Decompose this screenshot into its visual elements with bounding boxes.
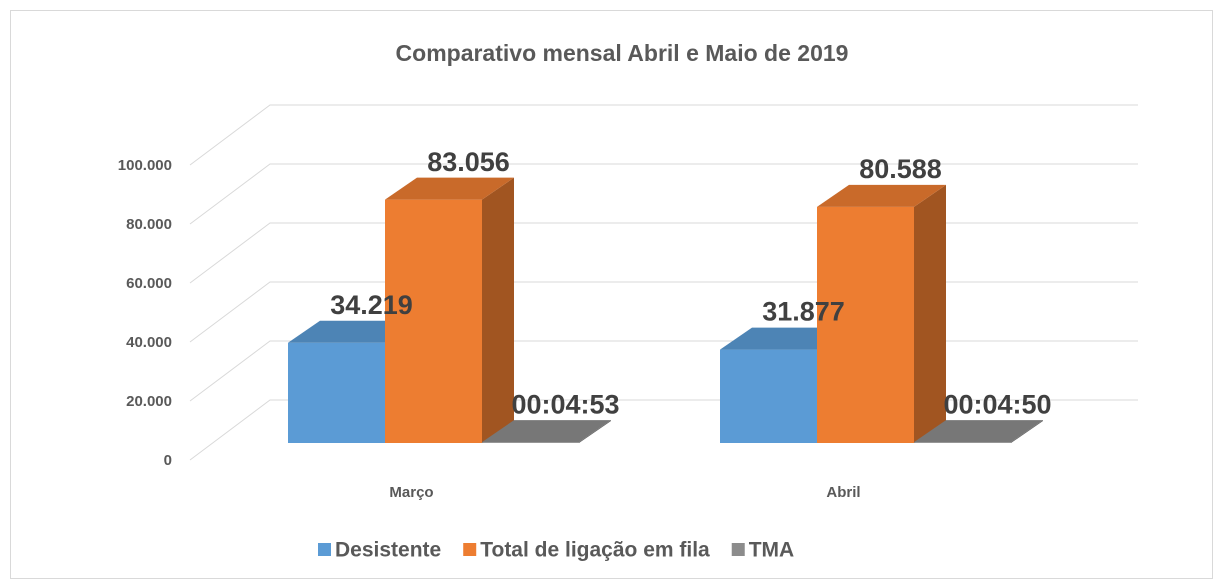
grid-line <box>189 104 1138 166</box>
x-tick-label: Março <box>389 484 433 501</box>
legend-swatch <box>463 543 477 556</box>
legend-swatch <box>731 543 745 556</box>
data-label: 00:04:53 <box>511 389 619 419</box>
bar-top <box>817 184 946 207</box>
bar-side <box>482 177 514 443</box>
bar-top <box>914 420 1043 443</box>
bar-front <box>720 349 817 443</box>
bar-side <box>1011 420 1043 443</box>
grid-line <box>189 163 1138 225</box>
legend-label: TMA <box>749 539 795 562</box>
x-tick-label: Abril <box>826 484 860 501</box>
bar-top <box>482 420 611 443</box>
data-label: 00:04:50 <box>943 389 1051 419</box>
bar-front <box>817 206 914 443</box>
bar-front <box>914 442 1011 443</box>
bar-front <box>385 199 482 443</box>
y-tick-label: 60.000 <box>126 275 172 292</box>
bar-top <box>385 177 514 200</box>
chart-title: Comparativo mensal Abril e Maio de 2019 <box>396 40 849 66</box>
y-tick-label: 80.000 <box>126 216 172 233</box>
bar-side <box>579 420 611 443</box>
bar-side <box>914 184 946 443</box>
bar-top <box>720 327 849 350</box>
y-tick-label: 0 <box>164 452 172 469</box>
chart-border <box>10 10 1213 579</box>
y-tick-label: 100.000 <box>118 157 172 174</box>
data-label: 34.219 <box>330 290 413 320</box>
legend-label: Desistente <box>335 539 441 562</box>
legend-label: Total de ligação em fila <box>480 539 710 562</box>
y-tick-label: 40.000 <box>126 334 172 351</box>
data-label: 80.588 <box>859 154 942 184</box>
y-tick-label: 20.000 <box>126 393 172 410</box>
legend-swatch <box>318 543 331 556</box>
data-label: 83.056 <box>427 147 510 177</box>
bar-front <box>288 342 385 443</box>
bar-top <box>288 320 417 343</box>
data-label: 31.877 <box>762 297 845 327</box>
bar-front <box>482 442 579 443</box>
